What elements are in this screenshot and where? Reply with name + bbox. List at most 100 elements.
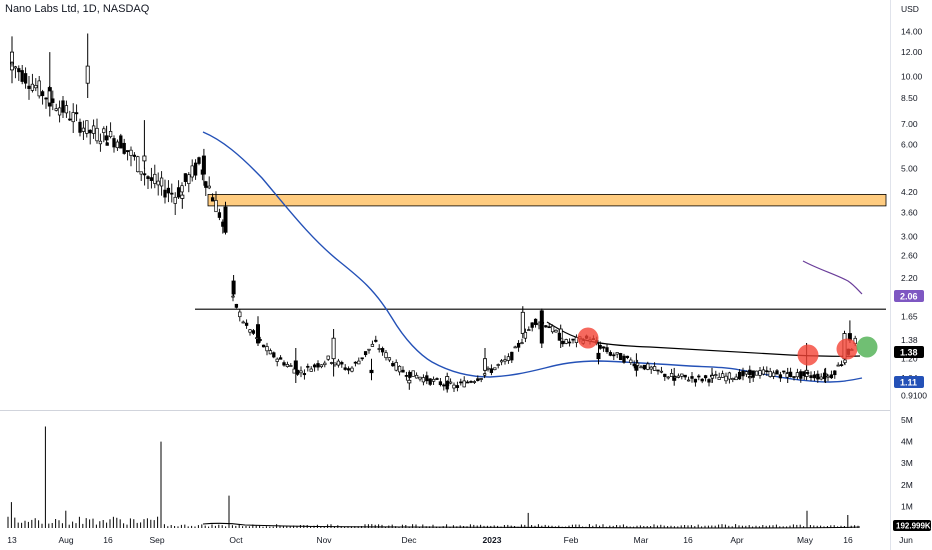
- candle: [598, 341, 602, 350]
- candle: [469, 380, 473, 384]
- sma-short-tag[interactable]: 1.11: [894, 376, 924, 388]
- candle: [91, 119, 96, 139]
- candle: [680, 373, 684, 380]
- candle: [102, 126, 106, 143]
- candle: [414, 372, 419, 379]
- candle: [173, 192, 177, 215]
- time-tick-label: Nov: [316, 535, 332, 545]
- candle: [710, 372, 715, 383]
- resistance-marker-may[interactable]: [797, 344, 819, 366]
- candle: [778, 371, 783, 382]
- last-price-tag[interactable]: 1.38: [894, 346, 924, 358]
- candle: [149, 167, 154, 189]
- price-tick-label: 12.00: [901, 47, 923, 57]
- candle: [299, 366, 303, 378]
- candle: [20, 65, 24, 85]
- candle: [758, 367, 762, 379]
- candle: [23, 67, 28, 89]
- volume-axis[interactable]: 5M 4M 3M 2M 1M: [901, 415, 913, 511]
- candle: [761, 366, 766, 376]
- candle: [139, 171, 143, 181]
- candle: [663, 373, 667, 381]
- candle: [523, 328, 528, 343]
- time-tick-label: Apr: [730, 535, 743, 545]
- candle: [652, 362, 657, 371]
- candle: [489, 364, 494, 376]
- candle: [85, 120, 89, 138]
- candle: [503, 355, 507, 365]
- svg-text:2.06: 2.06: [900, 292, 918, 302]
- candle: [112, 135, 116, 153]
- candle: [27, 76, 31, 100]
- resistance-marker-feb[interactable]: [577, 327, 599, 349]
- candle: [571, 338, 575, 344]
- candle: [343, 364, 347, 371]
- candle: [122, 138, 126, 155]
- candle: [506, 353, 511, 364]
- candle: [768, 367, 772, 378]
- candle: [435, 377, 439, 380]
- time-tick-label: 16: [683, 535, 693, 545]
- candle: [557, 329, 562, 341]
- candle: [329, 361, 334, 365]
- candle: [737, 369, 742, 380]
- candle: [731, 377, 735, 383]
- price-tick-label: 6.00: [901, 139, 918, 149]
- time-tick-label: 2023: [483, 535, 502, 545]
- sma-long-tag[interactable]: 2.06: [894, 290, 924, 302]
- candle: [244, 319, 249, 329]
- candle: [190, 159, 194, 182]
- candle: [782, 370, 786, 375]
- candle: [316, 360, 320, 371]
- candle: [493, 367, 497, 371]
- candle: [550, 324, 555, 334]
- candle: [615, 352, 619, 359]
- resistance-marker-mid-may[interactable]: [836, 338, 858, 360]
- time-tick-label: Aug: [58, 535, 73, 545]
- price-tick-label: 2.20: [901, 273, 918, 283]
- candle: [734, 373, 738, 381]
- candle: [499, 359, 504, 366]
- candle: [775, 369, 779, 375]
- candle: [200, 165, 205, 181]
- candle: [714, 370, 718, 379]
- candle: [608, 350, 613, 357]
- candle: [170, 183, 174, 203]
- candle: [397, 365, 402, 376]
- candle: [401, 366, 405, 373]
- candles-group: [9, 33, 857, 393]
- candle: [119, 133, 123, 149]
- candle: [496, 363, 500, 369]
- price-axis[interactable]: USD 14.00 12.00 10.00 8.50 7.00 6.00 5.00 4.20 3…: [901, 4, 927, 401]
- candle: [104, 125, 109, 145]
- candle: [431, 376, 436, 385]
- volume-average-line: [202, 522, 861, 529]
- candle: [805, 371, 810, 375]
- candle: [207, 176, 211, 190]
- candle: [176, 180, 181, 199]
- candle: [193, 159, 198, 180]
- time-tick-label: 16: [843, 535, 853, 545]
- candle: [295, 369, 300, 376]
- price-tick-label: 5.00: [901, 164, 918, 174]
- candle: [312, 363, 317, 372]
- time-axis[interactable]: 13 Aug 16 Sep Oct Nov Dec 2023 Feb Mar 16 Apr May 16 J…: [7, 535, 913, 545]
- candle: [85, 33, 90, 98]
- supply-zone[interactable]: [207, 193, 887, 207]
- candle: [622, 353, 626, 364]
- candle: [391, 360, 395, 367]
- candle: [676, 373, 681, 379]
- candle: [822, 368, 827, 383]
- breakout-marker[interactable]: [856, 336, 878, 358]
- price-tick-label: 14.00: [901, 27, 923, 37]
- candle: [690, 372, 694, 383]
- candle: [438, 378, 443, 387]
- candle: [547, 323, 551, 329]
- candle: [374, 335, 378, 343]
- volume-tag[interactable]: 192.999K: [893, 520, 931, 531]
- candle: [98, 133, 103, 152]
- candle: [278, 355, 283, 360]
- candle: [462, 376, 466, 388]
- candle: [812, 371, 817, 382]
